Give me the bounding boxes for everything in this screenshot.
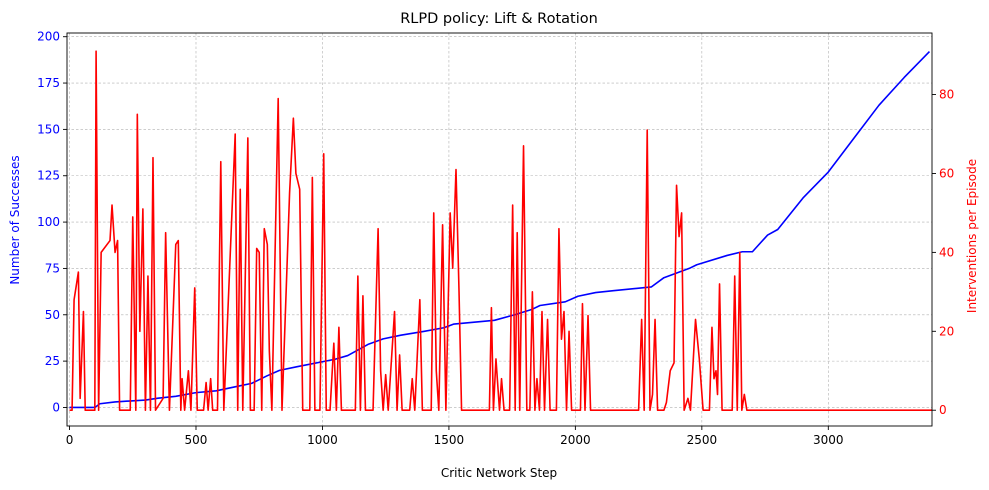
right-y-tick-label: 60 (939, 166, 954, 180)
right-y-tick-label: 40 (939, 245, 954, 259)
chart-title: RLPD policy: Lift & Rotation (400, 11, 598, 27)
left-y-tick-label: 200 (37, 30, 60, 44)
left-y-tick-label: 50 (45, 308, 60, 322)
left-y-tick-label: 175 (37, 76, 60, 90)
plot-frame (66, 32, 933, 427)
right-y-tick-label: 20 (939, 324, 954, 338)
x-axis-ticks: 0 500 1000 1500 2000 2500 3000 (66, 426, 844, 447)
left-y-tick-label: 150 (37, 122, 60, 136)
x-tick-label: 2000 (560, 433, 591, 447)
successes-line (69, 50, 931, 409)
x-axis-title: Critic Network Step (441, 466, 557, 480)
x-tick-label: 2500 (687, 433, 718, 447)
x-tick-label: 3000 (813, 433, 844, 447)
left-y-tick-label: 25 (45, 354, 60, 368)
interventions-line (69, 50, 932, 412)
left-y-axis-title: Number of Successes (8, 155, 22, 284)
x-tick-label: 500 (185, 433, 208, 447)
grid-lines (67, 33, 932, 426)
right-y-axis-title: Interventions per Episode (965, 159, 979, 313)
x-tick-label: 1500 (434, 433, 465, 447)
right-y-axis-ticks: 0 20 40 60 80 (932, 88, 954, 417)
left-y-axis-ticks: 0 25 50 75 100 125 150 175 200 (37, 30, 67, 414)
left-y-tick-label: 75 (45, 261, 60, 275)
left-y-tick-label: 0 (52, 400, 60, 414)
x-tick-label: 0 (66, 433, 74, 447)
right-y-tick-label: 80 (939, 88, 954, 102)
series-layer (69, 50, 932, 412)
left-y-tick-label: 125 (37, 169, 60, 183)
x-tick-label: 1000 (307, 433, 338, 447)
right-y-tick-label: 0 (939, 403, 947, 417)
left-y-tick-label: 100 (37, 215, 60, 229)
